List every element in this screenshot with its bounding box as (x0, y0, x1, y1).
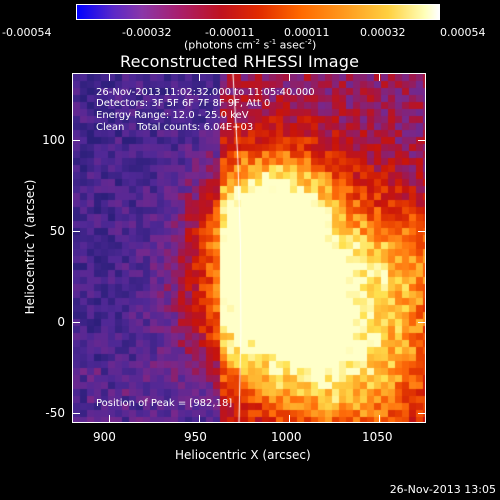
x-tick-label: 900 (93, 430, 116, 444)
y-tick-label: 100 (42, 133, 65, 147)
y-tick-label: -50 (45, 406, 65, 420)
colorbar-tick: 0.00032 (360, 26, 406, 39)
peak-position-label: Position of Peak = [982,18] (96, 398, 233, 409)
colorbar-tick: -0.00032 (122, 26, 172, 39)
y-tick-label: 0 (57, 315, 65, 329)
axis-tick-mark (289, 74, 290, 81)
axis-tick-mark (379, 74, 380, 81)
info-time-range: 26-Nov-2013 11:02:32.000 to 11:05:40.000 (96, 87, 315, 98)
colorbar-tick: -0.00054 (2, 26, 52, 39)
axis-tick-mark (199, 415, 200, 422)
axis-tick-mark (289, 415, 290, 422)
info-energy-range: Energy Range: 12.0 - 25.0 keV (96, 110, 249, 121)
axis-tick-mark (109, 415, 110, 422)
axis-tick-mark (199, 74, 200, 81)
footer-timestamp: 26-Nov-2013 13:05 (389, 483, 496, 496)
colorbar-unit: (photons cm-2 s-1 asec-2) (184, 38, 317, 52)
colorbar-tick: 0.00054 (440, 26, 486, 39)
axis-tick-mark (418, 140, 425, 141)
info-clean-counts: Clean Total counts: 6.04E+03 (96, 122, 254, 133)
y-axis-label: Heliocentric Y (arcsec) (23, 179, 37, 315)
info-detectors: Detectors: 3F 5F 6F 7F 8F 9F, Att 0 (96, 98, 271, 109)
axis-tick-mark (418, 413, 425, 414)
plot-title: Reconstructed RHESSI Image (120, 52, 360, 71)
colorbar-tick: 0.00011 (284, 26, 330, 39)
axis-tick-mark (109, 74, 110, 81)
x-tick-label: 1000 (271, 430, 302, 444)
colorbar (76, 4, 440, 20)
image-plot-frame (72, 73, 426, 423)
axis-tick-mark (379, 415, 380, 422)
axis-tick-mark (418, 231, 425, 232)
rhessi-image-canvas (73, 74, 425, 422)
colorbar-tick: -0.00011 (205, 26, 255, 39)
axis-tick-mark (73, 140, 80, 141)
axis-tick-mark (73, 231, 80, 232)
axis-tick-mark (418, 322, 425, 323)
axis-tick-mark (73, 413, 80, 414)
y-tick-label: 50 (49, 224, 65, 238)
x-tick-label: 1050 (362, 430, 393, 444)
x-tick-label: 950 (184, 430, 207, 444)
axis-tick-mark (73, 322, 80, 323)
x-axis-label: Heliocentric X (arcsec) (175, 448, 311, 462)
